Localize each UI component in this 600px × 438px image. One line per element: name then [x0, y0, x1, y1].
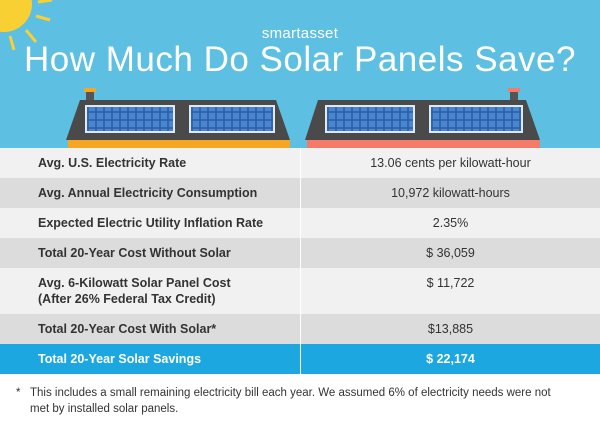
label-line: Total 20-Year Solar Savings [38, 352, 202, 366]
table: Avg. U.S. Electricity Rate 13.06 cents pe… [0, 148, 600, 374]
row-value: $ 22,174 [426, 352, 475, 366]
row-value: 13.06 cents per kilowatt-hour [370, 156, 531, 170]
label-line: Avg. U.S. Electricity Rate [38, 156, 187, 170]
footnote: * This includes a small remaining electr… [16, 385, 551, 417]
footnote-line: met by installed solar panels. [30, 403, 179, 415]
table-row: Avg. 6-Kilowatt Solar Panel Cost (After 2… [0, 268, 600, 314]
row-value: $ 11,722 [426, 276, 475, 290]
footnote-text: This includes a small remaining electric… [30, 385, 551, 417]
row-value: 10,972 kilowatt-hours [391, 186, 510, 200]
row-label: Expected Electric Utility Inflation Rate [0, 208, 301, 238]
row-label: Avg. U.S. Electricity Rate [0, 148, 301, 178]
title: How Much Do Solar Panels Save? [24, 40, 576, 79]
row-label: Avg. Annual Electricity Consumption [0, 178, 301, 208]
row-value: $ 36,059 [426, 246, 475, 260]
footnote-marker: * [16, 387, 21, 399]
table-row: Total 20-Year Solar Savings $ 22,174 [0, 344, 600, 374]
row-label: Total 20-Year Solar Savings [0, 344, 301, 374]
label-line: (After 26% Federal Tax Credit) [38, 292, 216, 306]
row-label: Avg. 6-Kilowatt Solar Panel Cost (After 2… [0, 268, 301, 314]
row-label: Total 20-Year Cost With Solar* [0, 314, 301, 344]
row-value: $13,885 [427, 322, 474, 336]
table-row: Avg. U.S. Electricity Rate 13.06 cents pe… [0, 148, 600, 178]
table-row: Total 20-Year Cost With Solar* $13,885 [0, 314, 600, 344]
row-label: Total 20-Year Cost Without Solar [0, 238, 301, 268]
footnote-line: This includes a small remaining electric… [30, 387, 551, 399]
label-line: Total 20-Year Cost With Solar* [38, 322, 217, 336]
label-line: Avg. Annual Electricity Consumption [38, 186, 258, 200]
table-row: Expected Electric Utility Inflation Rate… [0, 208, 600, 238]
table-row: Avg. Annual Electricity Consumption 10,97… [0, 178, 600, 208]
row-value: 2.35% [432, 216, 469, 230]
header-art [0, 0, 600, 148]
label-line: Total 20-Year Cost Without Solar [38, 246, 231, 260]
table-row: Total 20-Year Cost Without Solar $ 36,059 [0, 238, 600, 268]
label-line: Avg. 6-Kilowatt Solar Panel Cost [38, 276, 231, 290]
brand: smartasset [261, 25, 339, 42]
label-line: Expected Electric Utility Inflation Rate [38, 216, 264, 230]
